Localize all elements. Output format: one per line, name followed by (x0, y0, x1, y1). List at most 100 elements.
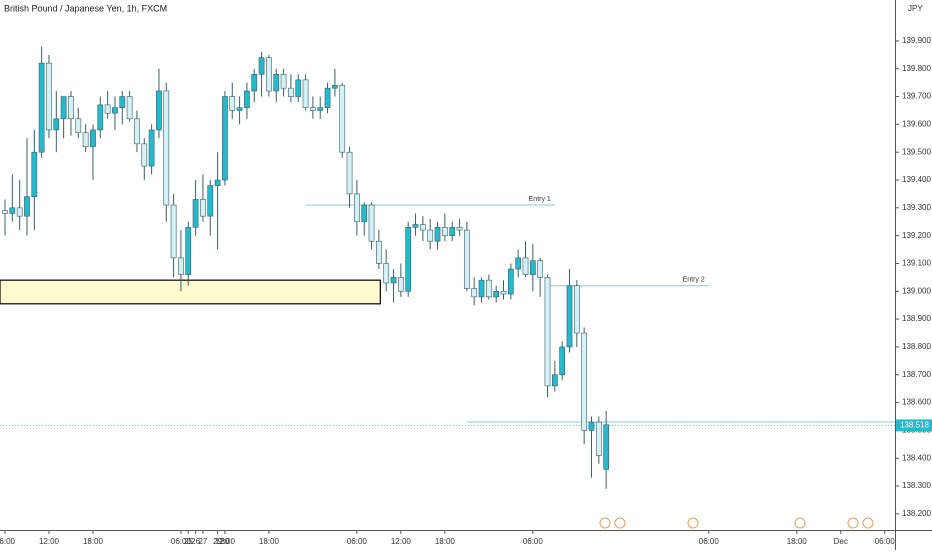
candle-body (603, 424, 610, 470)
candle-body (90, 129, 96, 147)
candle-body (310, 107, 316, 111)
candle-body (507, 268, 514, 295)
x-tick-label: 06:00 (699, 537, 720, 546)
candle-body (200, 199, 206, 217)
candle-body (178, 257, 184, 275)
candle-body (493, 290, 500, 298)
candle-body (163, 90, 170, 206)
y-tick-label: 138.200 (902, 509, 931, 518)
candle-body (266, 57, 272, 92)
current-price-badge (896, 419, 932, 432)
candle-body (405, 227, 412, 292)
level-label: Entry 2 (683, 277, 705, 284)
candle-body (485, 279, 492, 298)
candle-body (339, 85, 346, 153)
candle-body (9, 207, 16, 214)
candle-body (515, 257, 522, 270)
y-tick-label: 138.700 (902, 370, 931, 379)
candle-body (104, 104, 111, 114)
x-tick-label: 30 (220, 537, 229, 546)
candle-body (383, 263, 390, 284)
candle-body (119, 96, 126, 108)
candle-body (258, 57, 265, 75)
candle-body (566, 285, 573, 348)
x-tick-label: 27 (198, 537, 207, 546)
candle-body (148, 129, 155, 167)
x-tick-label: 06:00 (347, 537, 368, 546)
candle-body (16, 207, 23, 217)
x-tick-label: 18:00 (259, 537, 280, 546)
candle-body (207, 185, 214, 217)
candle-body (75, 118, 82, 134)
candle-body (544, 277, 551, 387)
y-tick-label: 138.900 (902, 314, 931, 323)
y-tick-label: 138.300 (902, 481, 931, 490)
y-tick-label: 138.400 (902, 453, 931, 462)
y-tick-label: 139.500 (902, 147, 931, 156)
candle-body (214, 179, 221, 186)
candle-body (288, 87, 294, 97)
y-tick-label: 139.700 (902, 92, 931, 101)
event-icon (847, 517, 859, 529)
y-tick-label: 139.100 (902, 259, 931, 268)
candle-body (38, 62, 45, 153)
x-tick-label: 18:00 (787, 537, 808, 546)
candle-body (573, 285, 580, 334)
candle-body (126, 96, 133, 120)
candle-body (471, 288, 478, 298)
currency-label: JPY (908, 4, 923, 13)
candle-body (141, 143, 148, 167)
level-label: Entry 1 (529, 196, 551, 203)
candle-body (134, 118, 140, 145)
candle-body (222, 96, 228, 181)
candle-body (537, 260, 544, 278)
candle-body (317, 107, 324, 111)
candle-body (324, 87, 331, 108)
candle-body (156, 90, 162, 131)
y-tick-label: 139.400 (902, 175, 931, 184)
candle-body (368, 204, 375, 242)
candle-body (478, 279, 485, 298)
candle-body (346, 151, 353, 195)
candle-body (522, 257, 529, 275)
candle-body (251, 73, 258, 92)
event-icons (599, 517, 874, 529)
candle-body (529, 260, 536, 275)
candle-body (456, 227, 463, 231)
y-tick-label: 139.000 (902, 286, 931, 295)
x-tick-label: 06:00 (875, 537, 896, 546)
candle-body (302, 79, 309, 108)
y-tick-label: 138.600 (902, 398, 931, 407)
candle-body (112, 107, 118, 114)
candle-body (390, 277, 397, 284)
candle-body (53, 118, 60, 131)
supply-zone (0, 279, 381, 305)
candle-body (449, 227, 456, 236)
candle-body (192, 199, 199, 228)
x-tick-label: 06:00 (0, 537, 16, 546)
candle-body (595, 421, 602, 456)
candle-body (295, 79, 302, 97)
candle-body (2, 210, 8, 214)
x-tick-label: 18:00 (435, 537, 456, 546)
x-tick-label: 06:00 (171, 537, 192, 546)
x-tick-label: 12:00 (391, 537, 412, 546)
candle-body (170, 204, 177, 259)
candle-body (60, 96, 67, 120)
event-icon (794, 517, 806, 529)
candle-body (332, 85, 338, 89)
candle-body (185, 227, 192, 275)
candle-body (236, 107, 243, 111)
candle-body (463, 229, 470, 289)
y-tick-label: 139.200 (902, 231, 931, 240)
candle-body (31, 151, 38, 197)
x-tick-label: 12:00 (215, 537, 236, 546)
candle-body (551, 374, 558, 387)
chart-title: British Pound / Japanese Yen, 1h, FXCM (4, 3, 167, 13)
x-tick-label: 06:00 (523, 537, 544, 546)
x-tick-label: 12:00 (39, 537, 60, 546)
candle-body (82, 132, 89, 147)
y-tick-label: 139.300 (902, 203, 931, 212)
candle-body (420, 224, 426, 231)
